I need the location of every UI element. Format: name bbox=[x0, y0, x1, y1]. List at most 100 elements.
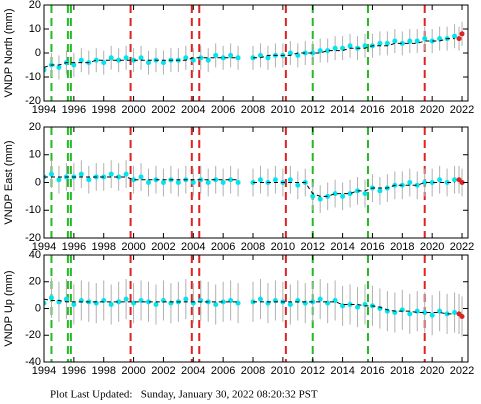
x-tick-label: 2004 bbox=[181, 104, 205, 116]
data-point bbox=[205, 57, 211, 63]
data-point bbox=[347, 301, 353, 307]
data-point bbox=[71, 62, 77, 68]
data-point bbox=[377, 188, 383, 194]
model-line bbox=[44, 38, 455, 68]
x-tick-label: 2008 bbox=[241, 365, 265, 377]
x-tick-label: 2016 bbox=[360, 104, 384, 116]
y-axis-label: VNDP Up (mm) bbox=[3, 270, 15, 346]
x-tick-label: 2008 bbox=[241, 104, 265, 116]
y-tick-label: -10 bbox=[25, 204, 41, 216]
data-point bbox=[44, 67, 47, 73]
data-point bbox=[63, 296, 69, 302]
x-tick-label: 2004 bbox=[181, 365, 205, 377]
x-tick-label: 2006 bbox=[211, 104, 235, 116]
data-point bbox=[78, 57, 84, 63]
data-point bbox=[332, 45, 338, 51]
y-tick-label: -20 bbox=[25, 329, 41, 341]
data-point bbox=[414, 182, 420, 188]
y-tick-label: -20 bbox=[25, 232, 41, 244]
data-point bbox=[190, 180, 196, 185]
y-tick-label: 0 bbox=[35, 47, 41, 59]
y-tick-label: 10 bbox=[29, 23, 41, 35]
data-point bbox=[108, 171, 114, 177]
plot-area bbox=[44, 5, 465, 101]
x-tick-label: 2014 bbox=[330, 365, 354, 377]
data-point bbox=[272, 177, 278, 183]
data-point bbox=[265, 55, 271, 61]
x-tick-label: 2022 bbox=[450, 365, 474, 377]
data-point bbox=[459, 180, 465, 185]
data-point bbox=[205, 180, 211, 185]
data-point bbox=[131, 57, 137, 63]
data-point bbox=[78, 171, 84, 177]
data-point bbox=[407, 38, 413, 44]
x-tick-label: 2000 bbox=[121, 104, 145, 116]
data-point bbox=[444, 311, 450, 317]
x-tick-label: 1994 bbox=[32, 104, 56, 116]
x-tick-label: 2012 bbox=[300, 365, 324, 377]
y-tick-label: -10 bbox=[25, 71, 41, 83]
x-tick-label: 2016 bbox=[360, 241, 384, 253]
data-point bbox=[362, 43, 368, 49]
x-tick-label: 1998 bbox=[91, 104, 115, 116]
data-point bbox=[317, 48, 323, 54]
data-point bbox=[452, 33, 458, 39]
data-point bbox=[459, 31, 465, 37]
data-point bbox=[407, 311, 413, 317]
x-tick-label: 1994 bbox=[32, 241, 56, 253]
data-point bbox=[414, 38, 420, 44]
y-tick-label: 20 bbox=[29, 276, 41, 288]
x-tick-label: 2018 bbox=[390, 104, 414, 116]
model-line bbox=[44, 176, 455, 197]
data-point bbox=[220, 55, 226, 61]
data-point bbox=[362, 191, 368, 197]
x-tick-label: 2018 bbox=[390, 241, 414, 253]
data-point bbox=[456, 36, 462, 42]
x-tick-label: 1998 bbox=[91, 365, 115, 377]
data-point bbox=[429, 38, 435, 44]
y-tick-label: 20 bbox=[29, 121, 41, 133]
x-tick-label: 2000 bbox=[121, 365, 145, 377]
x-tick-label: 2010 bbox=[271, 241, 295, 253]
data-point bbox=[108, 301, 114, 307]
x-tick-label: 2010 bbox=[271, 365, 295, 377]
data-point bbox=[123, 296, 129, 302]
data-point bbox=[86, 177, 92, 183]
data-point bbox=[235, 180, 241, 185]
data-point bbox=[56, 177, 62, 183]
data-point bbox=[153, 301, 159, 307]
data-point bbox=[392, 38, 398, 44]
data-point bbox=[287, 177, 293, 183]
data-point bbox=[310, 50, 316, 56]
data-point bbox=[437, 36, 443, 42]
x-tick-label: 2002 bbox=[151, 365, 175, 377]
x-tick-label: 2002 bbox=[151, 241, 175, 253]
y-tick-label: 20 bbox=[29, 0, 41, 11]
footer: Plot Last Updated: Sunday, January 30, 2… bbox=[50, 389, 318, 401]
data-point bbox=[407, 180, 413, 185]
data-point bbox=[422, 180, 428, 185]
data-point bbox=[183, 55, 189, 61]
data-point bbox=[384, 40, 390, 46]
data-point bbox=[146, 180, 152, 185]
data-point bbox=[340, 45, 346, 51]
data-point bbox=[444, 180, 450, 185]
data-point bbox=[183, 296, 189, 302]
data-point bbox=[302, 50, 308, 56]
y-tick-label: 0 bbox=[35, 176, 41, 188]
x-tick-label: 1998 bbox=[91, 241, 115, 253]
data-point bbox=[429, 180, 435, 185]
x-tick-label: 2016 bbox=[360, 365, 384, 377]
x-tick-label: 1996 bbox=[62, 365, 86, 377]
data-point bbox=[422, 36, 428, 42]
x-tick-label: 2010 bbox=[271, 104, 295, 116]
data-point bbox=[228, 52, 234, 58]
data-point bbox=[198, 55, 204, 61]
data-point bbox=[452, 310, 458, 316]
data-point bbox=[340, 193, 346, 199]
data-point bbox=[146, 299, 152, 305]
data-point bbox=[355, 304, 361, 310]
data-point bbox=[108, 55, 114, 61]
plot-area bbox=[44, 255, 465, 362]
